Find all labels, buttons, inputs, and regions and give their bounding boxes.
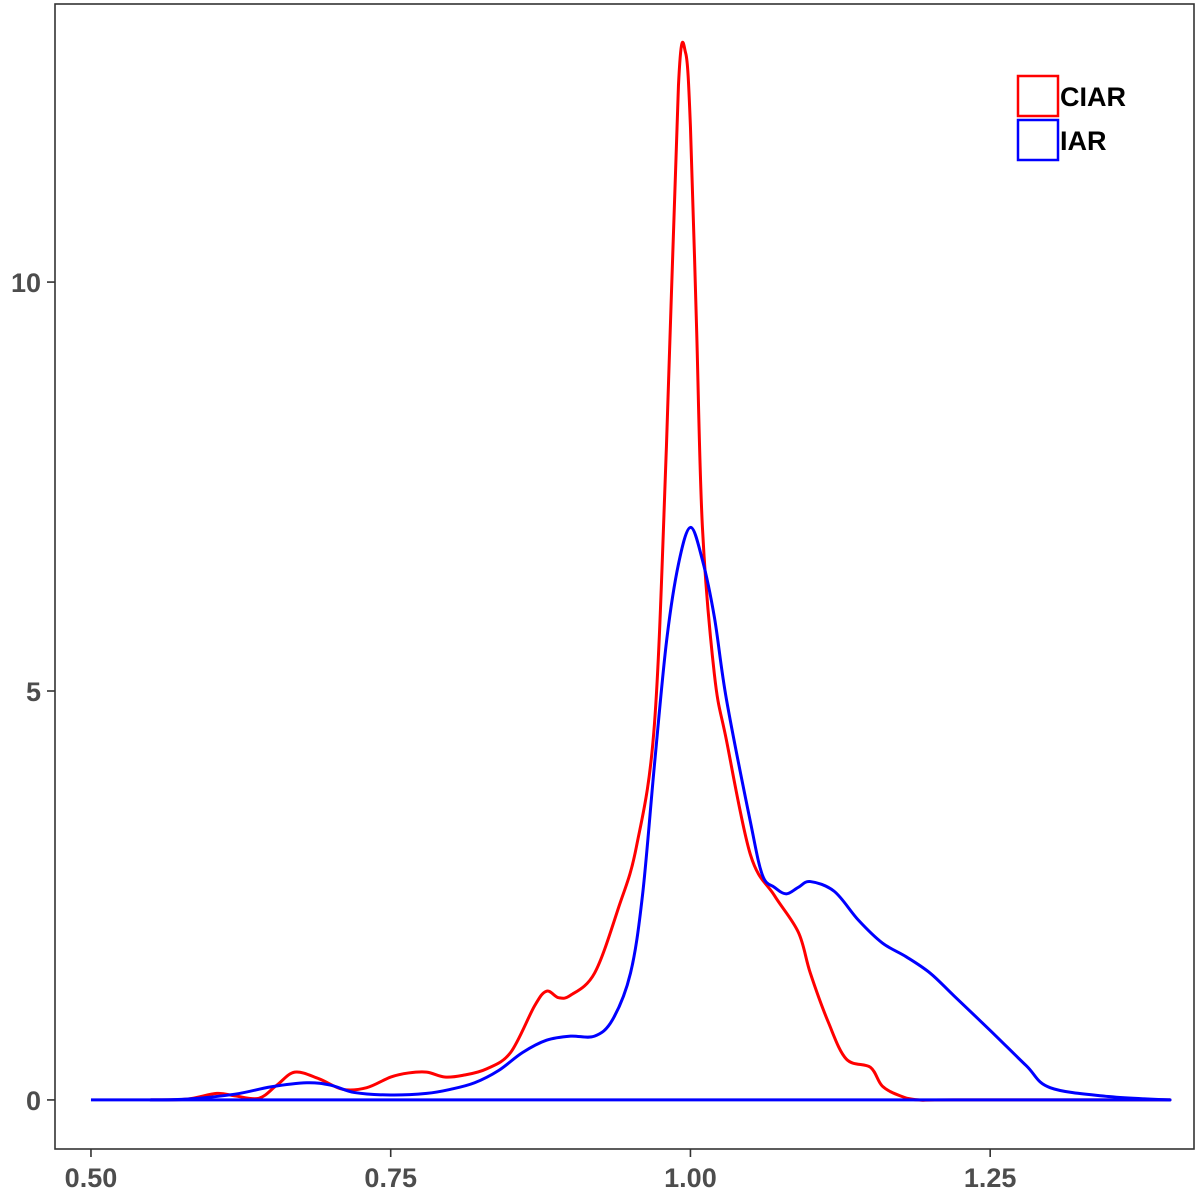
y-tick-label: 10 — [11, 268, 41, 298]
legend-label-ciar: CIAR — [1060, 82, 1126, 112]
legend-key-iar — [1016, 118, 1060, 162]
series-layer — [90, 40, 1172, 1102]
legend: CIAR IAR — [1016, 74, 1126, 162]
legend-key-ciar — [1016, 74, 1060, 118]
x-tick-label: 0.50 — [65, 1163, 118, 1193]
axis-layer: 0.50 0.75 1.00 1.25 0 5 10 — [11, 268, 1017, 1193]
plot-panel — [54, 3, 1195, 1150]
y-tick-label: 5 — [26, 677, 41, 707]
y-tick-label: 0 — [26, 1086, 41, 1116]
x-tick-label: 0.75 — [364, 1163, 417, 1193]
legend-label-iar: IAR — [1060, 126, 1107, 156]
x-tick-label: 1.00 — [664, 1163, 717, 1193]
series-line-iar — [149, 525, 1172, 1102]
x-tick-label: 1.25 — [964, 1163, 1017, 1193]
